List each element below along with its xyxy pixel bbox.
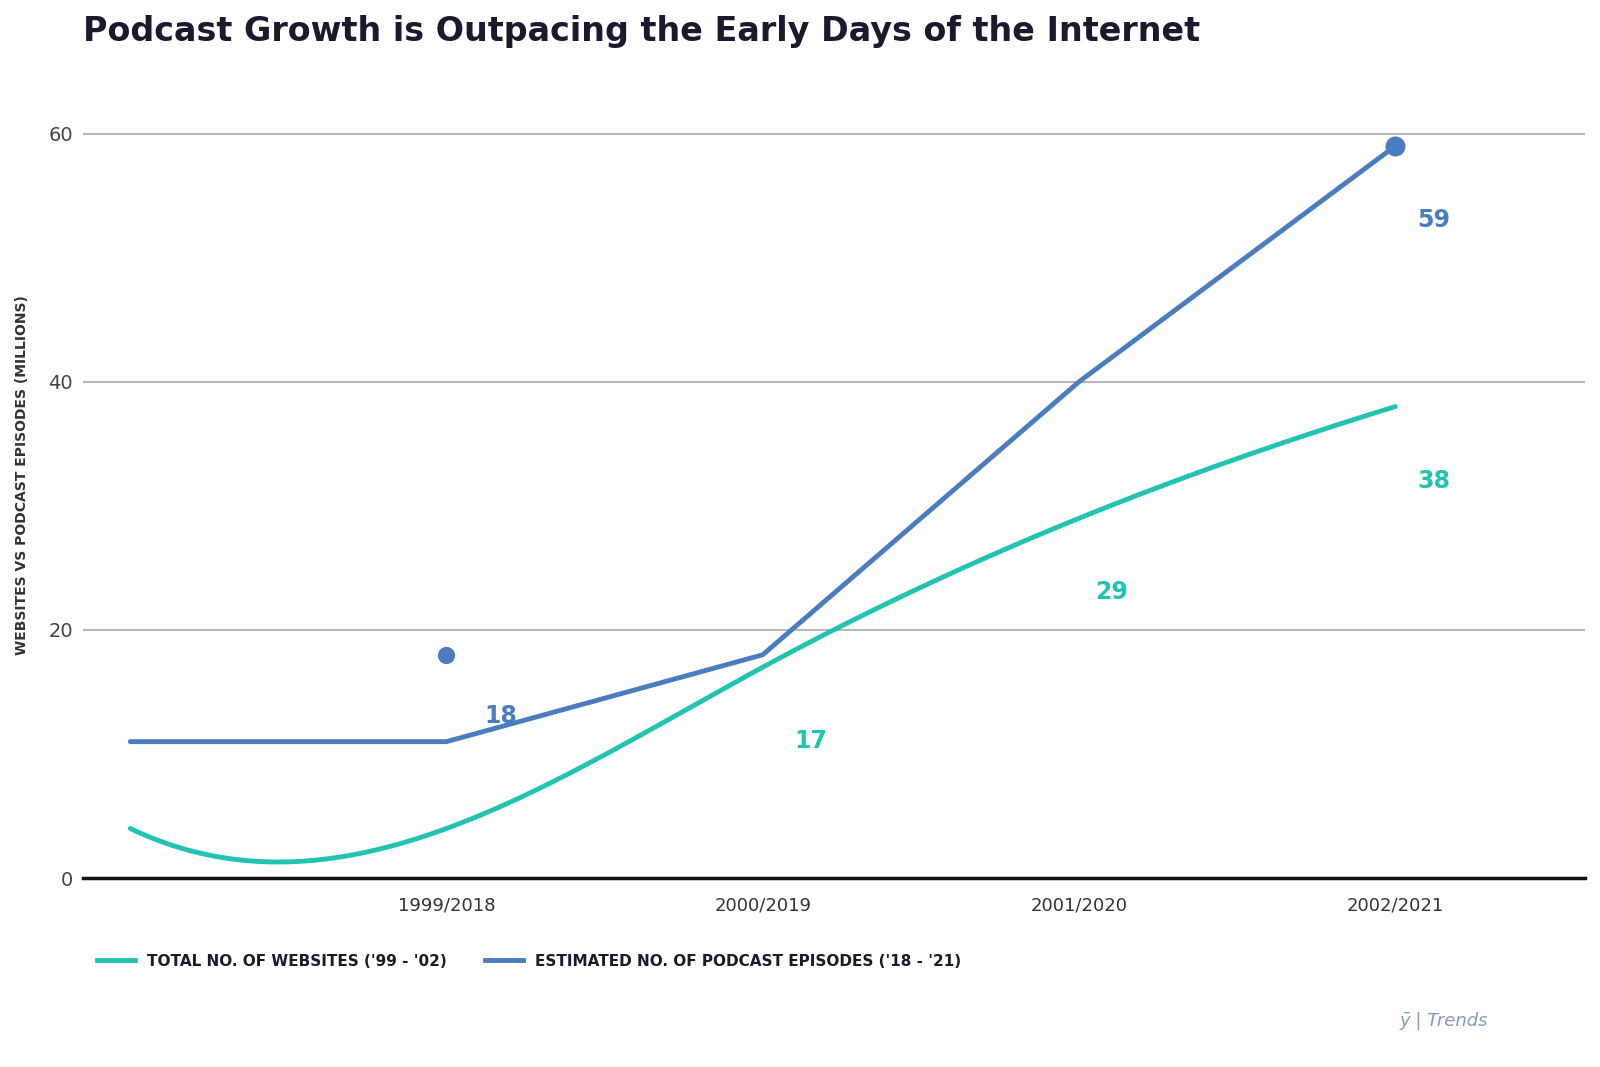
- Point: [1382, 138, 1408, 155]
- Text: 38: 38: [1418, 468, 1450, 493]
- Text: 17: 17: [794, 729, 827, 753]
- Text: 29: 29: [1094, 580, 1128, 604]
- Text: 59: 59: [1418, 208, 1450, 232]
- Legend: TOTAL NO. OF WEBSITES ('99 - '02), ESTIMATED NO. OF PODCAST EPISODES ('18 - '21): TOTAL NO. OF WEBSITES ('99 - '02), ESTIM…: [91, 949, 968, 975]
- Text: ȳ | Trends: ȳ | Trends: [1400, 1012, 1488, 1030]
- Text: Podcast Growth is Outpacing the Early Days of the Internet: Podcast Growth is Outpacing the Early Da…: [83, 15, 1200, 48]
- Point: [434, 647, 459, 664]
- Text: 18: 18: [485, 704, 517, 729]
- Y-axis label: WEBSITES VS PODCAST EPISODES (MILLIONS): WEBSITES VS PODCAST EPISODES (MILLIONS): [14, 294, 29, 655]
